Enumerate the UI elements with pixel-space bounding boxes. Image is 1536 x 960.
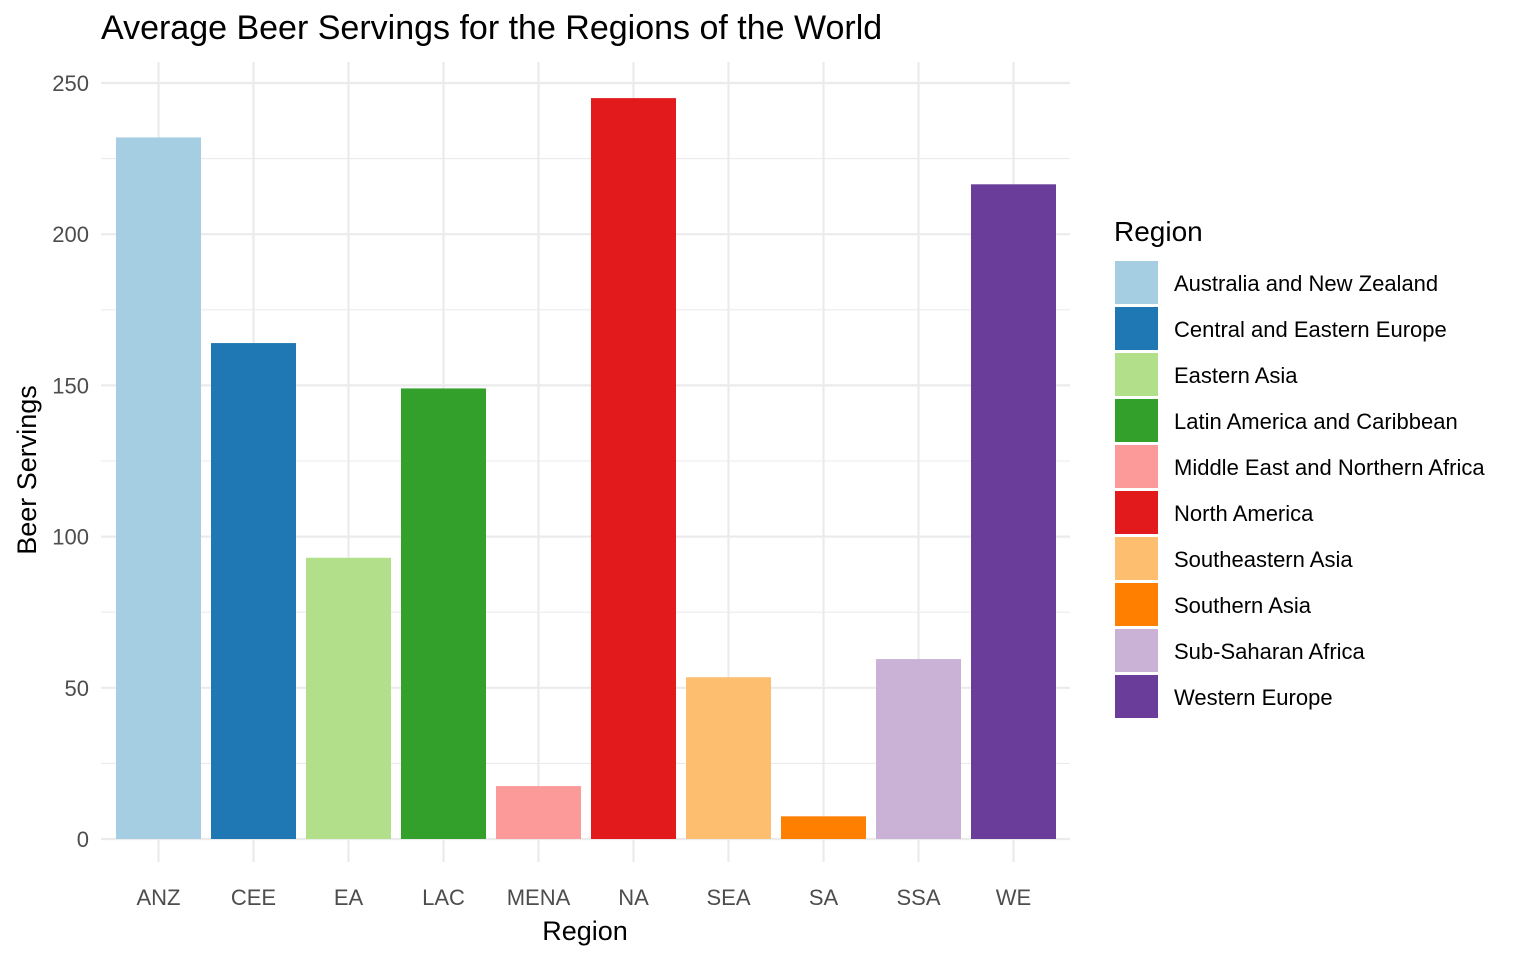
legend-label: Eastern Asia (1174, 363, 1298, 388)
x-tick-label: NA (618, 885, 649, 910)
x-tick-label: CEE (231, 885, 276, 910)
legend-label: Southern Asia (1174, 593, 1312, 618)
y-tick-label: 200 (52, 222, 89, 247)
bar-lac (401, 388, 486, 839)
legend-label: North America (1174, 501, 1314, 526)
x-axis-ticks: ANZ CEE EA LAC MENA NA SEA SA SSA WE (137, 885, 1032, 910)
legend-title: Region (1114, 216, 1203, 247)
legend-label: Latin America and Caribbean (1174, 409, 1458, 434)
x-tick-label: SSA (896, 885, 940, 910)
y-tick-label: 50 (65, 676, 89, 701)
legend-label: Southeastern Asia (1174, 547, 1353, 572)
x-tick-label: SA (809, 885, 839, 910)
legend-key (1115, 491, 1158, 534)
y-axis-title: Beer Servings (12, 385, 42, 555)
legend-key (1115, 537, 1158, 580)
legend-key (1115, 445, 1158, 488)
bars (116, 98, 1056, 840)
legend-key (1115, 675, 1158, 718)
bar-cee (211, 343, 296, 839)
legend-label: Western Europe (1174, 685, 1333, 710)
y-tick-label: 100 (52, 525, 89, 550)
legend-key (1115, 583, 1158, 626)
x-tick-label: LAC (422, 885, 465, 910)
x-tick-label: ANZ (137, 885, 181, 910)
x-axis-title: Region (542, 916, 628, 946)
bar-sea (686, 677, 771, 839)
legend-items: Australia and New Zealand Central and Eas… (1115, 261, 1485, 718)
chart-title: Average Beer Servings for the Regions of… (101, 9, 882, 47)
x-tick-label: EA (334, 885, 364, 910)
legend-key (1115, 629, 1158, 672)
y-tick-label: 150 (52, 373, 89, 398)
bar-anz (116, 137, 201, 839)
bar-ssa (876, 659, 961, 839)
legend-label: Sub-Saharan Africa (1174, 639, 1366, 664)
legend-key (1115, 353, 1158, 396)
legend-key (1115, 261, 1158, 304)
bar-mena (496, 786, 581, 839)
legend-label: Central and Eastern Europe (1174, 317, 1447, 342)
x-tick-label: WE (996, 885, 1031, 910)
legend-key (1115, 307, 1158, 350)
bar-sa (781, 816, 866, 839)
x-tick-label: MENA (507, 885, 571, 910)
bar-ea (306, 557, 391, 839)
y-tick-label: 250 (52, 71, 89, 96)
bar-we (971, 184, 1056, 839)
legend: Region Australia and New Zealand Central … (1114, 216, 1485, 718)
bar-na (591, 98, 676, 840)
x-tick-label: SEA (706, 885, 750, 910)
y-axis-ticks: 0 50 100 150 200 250 (52, 71, 89, 852)
y-tick-label: 0 (77, 827, 89, 852)
legend-label: Middle East and Northern Africa (1174, 455, 1485, 480)
legend-key (1115, 399, 1158, 442)
legend-label: Australia and New Zealand (1174, 271, 1438, 296)
